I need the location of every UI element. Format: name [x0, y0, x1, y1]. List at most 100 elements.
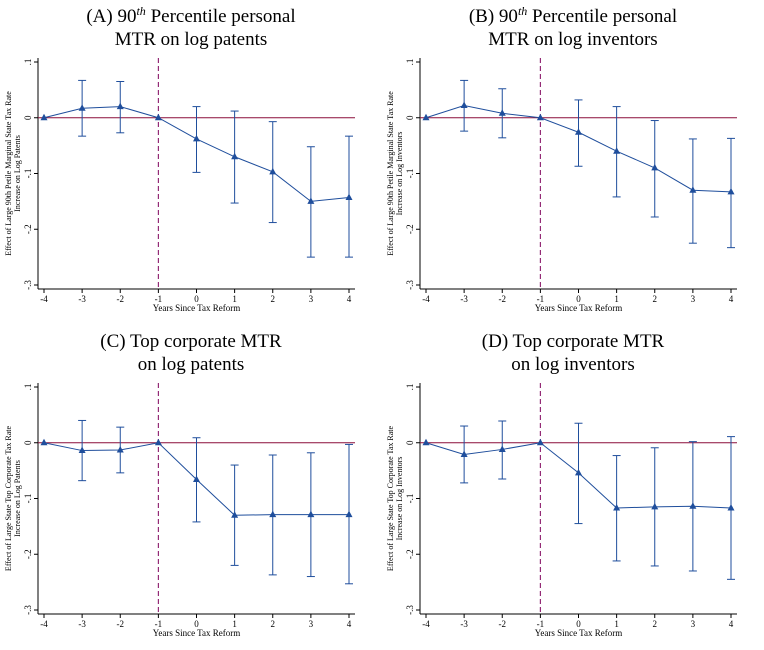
x-tick-label: 1 [232, 619, 237, 629]
x-tick-label: -1 [155, 619, 163, 629]
x-tick-label: 0 [576, 619, 581, 629]
chart-c-plot: .1 0 -.1 -.2 -.3 -4 -3 -2 -1 0 1 2 3 4 Years Since Tax… [4, 383, 355, 638]
data-point [727, 187, 735, 195]
x-tick-label: 2 [653, 294, 658, 304]
y-tick-label: 0 [405, 440, 415, 445]
panel-title-line2: MTR on log patents [114, 29, 268, 50]
panel-title-line1: (B) 90th Percentile personal [468, 4, 678, 27]
y-tick-label: 0 [23, 440, 33, 445]
title-superscript: th [136, 4, 146, 18]
panel-c: (C) Top corporate MTR on log patents .1 0… [0, 325, 382, 650]
x-tick-label: -1 [537, 294, 545, 304]
data-point [689, 502, 697, 509]
y-tick-label: -.1 [405, 169, 415, 179]
panel-title: (B) 90th Percentile personal MTR on log … [382, 0, 764, 51]
y-tick-label: -.3 [23, 280, 33, 290]
x-tick-label: -3 [460, 619, 468, 629]
data-point [154, 438, 162, 446]
x-tick-label: 4 [729, 619, 734, 629]
data-point [460, 450, 468, 457]
data-point [613, 147, 621, 154]
panel-title-line1: (A) 90th Percentile personal [86, 4, 296, 27]
x-tick-label: 4 [347, 294, 352, 304]
data-point [116, 102, 124, 110]
data-point [536, 438, 544, 446]
data-point [345, 510, 353, 518]
data-point [422, 113, 430, 121]
data-point [727, 503, 735, 511]
x-tick-label: 3 [691, 294, 696, 304]
x-tick-label: 0 [576, 294, 581, 304]
x-tick-label: -3 [460, 294, 468, 304]
y-axis-title-line2: Increase on Log Inventors [395, 132, 404, 216]
panel-d: (D) Top corporate MTR on log inventors .… [382, 325, 764, 650]
panel-title: (A) 90th Percentile personal MTR on log … [0, 0, 382, 51]
panel-title: (C) Top corporate MTR on log patents [0, 325, 382, 376]
chart-a-plot: .1 0 -.1 -.2 -.3 -4 -3 -2 -1 0 1 2 3 4 Years Since Tax… [4, 58, 355, 313]
data-point [116, 445, 124, 453]
data-point [193, 134, 200, 142]
y-axis-title-line1: Effect of Large State Top Corporate Tax … [386, 425, 395, 571]
x-tick-label: 4 [347, 619, 352, 629]
x-axis-title: Years Since Tax Reform [535, 303, 623, 313]
x-tick-label: 0 [194, 619, 199, 629]
x-axis-title: Years Since Tax Reform [535, 628, 623, 638]
chart-b-plot: .1 0 -.1 -.2 -.3 -4 -3 -2 -1 0 1 2 3 4 Years Since Tax… [386, 58, 737, 313]
data-point [345, 193, 353, 200]
y-tick-label: 0 [23, 115, 33, 120]
panel-title: (D) Top corporate MTR on log inventors [382, 325, 764, 376]
data-point [651, 163, 659, 171]
data-point [575, 468, 582, 476]
x-tick-label: 1 [232, 294, 237, 304]
y-axis-title-line2: Increase on Log Inventors [395, 457, 404, 541]
y-axis-title-line2: Increase on Log Patents [13, 460, 22, 537]
y-tick-label: .1 [405, 59, 415, 66]
data-point [307, 510, 315, 518]
x-tick-label: 2 [271, 294, 276, 304]
data-point [193, 475, 200, 483]
x-tick-label: 3 [309, 294, 314, 304]
y-tick-label: .1 [23, 59, 33, 66]
data-point [307, 197, 315, 204]
panel-b: (B) 90th Percentile personal MTR on log … [382, 0, 764, 325]
x-tick-label: -4 [422, 619, 430, 629]
x-tick-label: -2 [499, 619, 507, 629]
y-tick-label: -.2 [405, 549, 415, 559]
x-tick-label: 2 [653, 619, 658, 629]
x-tick-label: -2 [117, 619, 125, 629]
y-tick-label: .1 [405, 384, 415, 391]
x-tick-label: -2 [117, 294, 125, 304]
panel-title-line2: MTR on log inventors [488, 29, 658, 50]
x-tick-label: -1 [155, 294, 163, 304]
panel-title-line2: on log inventors [511, 354, 635, 375]
data-point [269, 167, 277, 175]
x-tick-label: -4 [422, 294, 430, 304]
data-point [498, 445, 506, 452]
panel-title-line1: (D) Top corporate MTR [481, 331, 665, 352]
x-tick-label: -3 [78, 619, 86, 629]
data-point [154, 113, 162, 121]
x-tick-label: 2 [271, 619, 276, 629]
y-tick-label: 0 [405, 115, 415, 120]
data-point [78, 446, 86, 454]
data-point [613, 503, 621, 511]
data-point [460, 101, 468, 108]
panel-a: (A) 90th Percentile personal MTR on log … [0, 0, 382, 325]
data-point [651, 502, 659, 510]
y-axis-title-line2: Increase on Log Patents [13, 135, 22, 212]
x-tick-label: 3 [691, 619, 696, 629]
x-tick-label: 1 [614, 619, 619, 629]
y-axis-title-line1: Effect of Large 90th Petile Marginal Sta… [4, 91, 13, 256]
data-point [78, 104, 86, 111]
x-tick-label: 1 [614, 294, 619, 304]
y-tick-label: -.3 [405, 280, 415, 290]
data-point [498, 109, 506, 116]
x-tick-label: 3 [309, 619, 314, 629]
chart-d-plot: .1 0 -.1 -.2 -.3 -4 -3 -2 -1 0 1 2 3 4 Years Since Tax… [386, 383, 737, 638]
panel-title-line2: on log patents [137, 354, 245, 375]
data-point [575, 128, 582, 135]
title-superscript: th [517, 4, 528, 18]
data-point [269, 510, 277, 518]
data-point [536, 113, 544, 121]
y-tick-label: .1 [23, 384, 33, 391]
